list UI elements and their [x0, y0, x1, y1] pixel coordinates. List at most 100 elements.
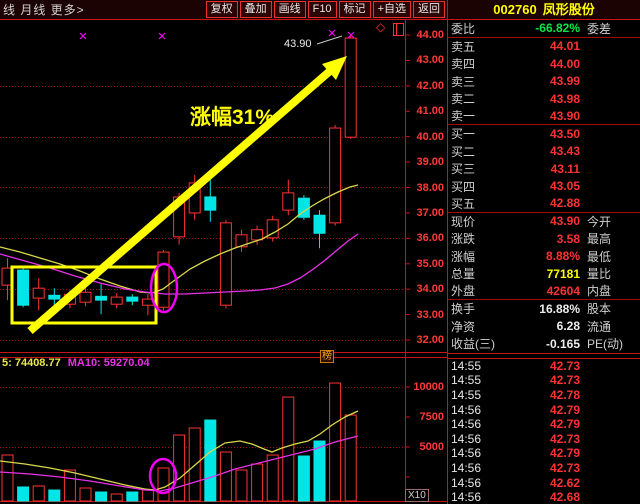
panel-right-label: 股本	[587, 302, 612, 317]
panel-right-label: PE(动)	[587, 337, 624, 352]
toolbar: 线 月线 更多> 复权 叠加 画线 F10 标记 +自选 返回	[0, 0, 447, 20]
panel-row-3[interactable]: 卖三 43.99	[448, 73, 640, 91]
tape-price: 42.79	[549, 446, 580, 461]
vol-ma10-value: MA10: 59270.04	[67, 357, 150, 369]
panel-row-1[interactable]: 卖五 44.01	[448, 38, 640, 56]
diamond-icon[interactable]: ◇	[376, 20, 386, 34]
volume-circle	[148, 457, 178, 495]
volume-axis-label: 7500	[419, 411, 444, 423]
volume-bar	[235, 469, 248, 502]
toolbar-button-add-watchlist[interactable]: +自选	[372, 1, 411, 18]
period-tabs[interactable]: 线 月线 更多>	[3, 3, 85, 17]
volume-bar	[141, 489, 154, 502]
price-callout-label: 43.90	[284, 38, 312, 50]
tape-price: 42.73	[549, 358, 580, 373]
toolbar-button-draw-line[interactable]: 画线	[273, 1, 306, 18]
price-axis-label: 42.00	[416, 79, 444, 92]
kline-chart[interactable]	[0, 0, 447, 504]
volume-bar	[79, 487, 92, 502]
tape-time: 14:56	[451, 402, 482, 417]
panel-value: -0.165	[545, 336, 580, 351]
tape-row: 14:56 42.73	[448, 431, 640, 446]
candle	[110, 296, 123, 305]
panel-label: 净资	[451, 319, 476, 334]
tape-row: 14:56 42.62	[448, 475, 640, 490]
ma-line	[0, 410, 359, 491]
volume-bar	[1, 454, 14, 502]
panel-label: 总量	[451, 267, 476, 282]
panel-right-label: 委差	[587, 21, 612, 36]
candle	[17, 269, 30, 306]
panel-row-10[interactable]: 买五 42.88	[448, 195, 640, 213]
tape-time: 14:55	[451, 387, 482, 402]
panel-row-5[interactable]: 卖一 43.90	[448, 108, 640, 125]
stock-header: 002760 凤形股份	[447, 0, 640, 20]
price-axis-label: 35.00	[416, 257, 444, 270]
candle	[204, 196, 217, 211]
panel-label: 买四	[451, 179, 476, 194]
panel-label: 收益(三)	[451, 337, 495, 352]
toolbar-button-mark[interactable]: 标记	[338, 1, 371, 18]
trend-arrow-head	[322, 56, 347, 80]
toolbar-button-restore-rights[interactable]: 复权	[205, 1, 238, 18]
panel-row-2[interactable]: 卖四 44.00	[448, 55, 640, 73]
candle	[251, 229, 264, 241]
volume-bar	[17, 486, 30, 502]
tape-price: 42.78	[549, 387, 580, 402]
tape-row: 14:56 42.68	[448, 490, 640, 504]
panel-value: 77181	[546, 266, 580, 281]
tape-row: 14:56 42.79	[448, 446, 640, 461]
toolbar-button-overlay[interactable]: 叠加	[239, 1, 272, 18]
panel-row-0: 委比 -66.82% 委差	[448, 20, 640, 38]
panel-label: 卖一	[451, 109, 476, 124]
tape-price: 42.73	[549, 373, 580, 388]
panel-label: 卖四	[451, 57, 476, 72]
price-axis-label: 32.00	[416, 334, 444, 347]
panel-label: 买二	[451, 144, 476, 159]
volume-ma-readout: 5: 74408.77 MA10: 59270.04	[2, 357, 150, 369]
panel-row-11: 现价 43.90 今开	[448, 213, 640, 231]
toolbar-button-back[interactable]: 返回	[413, 1, 445, 18]
price-axis-label: 37.00	[416, 206, 444, 219]
ma-line	[0, 435, 359, 492]
price-axis-label: 36.00	[416, 232, 444, 245]
toolbar-button-f10[interactable]: F10	[307, 1, 337, 18]
tape-row: 14:55 42.78	[448, 388, 640, 403]
panel-row-14: 总量 77181 量比	[448, 265, 640, 283]
panel-value: -66.82%	[535, 21, 580, 36]
panel-value: 43.11	[550, 161, 580, 176]
stock-code: 002760	[493, 2, 537, 17]
tape-time: 14:55	[451, 373, 482, 388]
candle	[266, 219, 279, 239]
panel-label: 卖三	[451, 74, 476, 89]
tape-time: 14:56	[451, 490, 482, 504]
panel-label: 买五	[451, 196, 476, 211]
panel-row-16: 换手 16.88% 股本	[448, 300, 640, 318]
tape-row: 14:55 42.73	[448, 359, 640, 374]
panel-value: 8.88%	[545, 249, 580, 264]
panel-row-9[interactable]: 买四 43.05	[448, 178, 640, 196]
candle	[157, 251, 170, 308]
volume-bar	[219, 451, 232, 502]
panel-row-13: 涨幅 8.88% 最低	[448, 248, 640, 266]
volume-bar	[266, 454, 279, 502]
price-axis-label: 44.00	[416, 29, 444, 41]
panel-row-15: 外盘 42604 内盘	[448, 283, 640, 300]
window-icon[interactable]	[393, 23, 404, 36]
volume-bar	[110, 493, 123, 502]
panel-row-6[interactable]: 买一 43.50	[448, 125, 640, 143]
rank-tag[interactable]: 榜	[320, 350, 334, 363]
candle	[32, 287, 45, 299]
volume-bar	[251, 463, 264, 502]
candle	[219, 222, 232, 306]
candle	[344, 37, 357, 138]
panel-label: 委比	[451, 21, 476, 36]
toolbar-buttons: 复权 叠加 画线 F10 标记 +自选 返回	[205, 1, 447, 18]
panel-row-7[interactable]: 买二 43.43	[448, 143, 640, 161]
panel-row-8[interactable]: 买三 43.11	[448, 160, 640, 178]
panel-value: 43.43	[549, 144, 580, 159]
candle	[329, 127, 342, 224]
panel-row-4[interactable]: 卖二 43.98	[448, 90, 640, 108]
tape-price: 42.62	[549, 475, 580, 490]
